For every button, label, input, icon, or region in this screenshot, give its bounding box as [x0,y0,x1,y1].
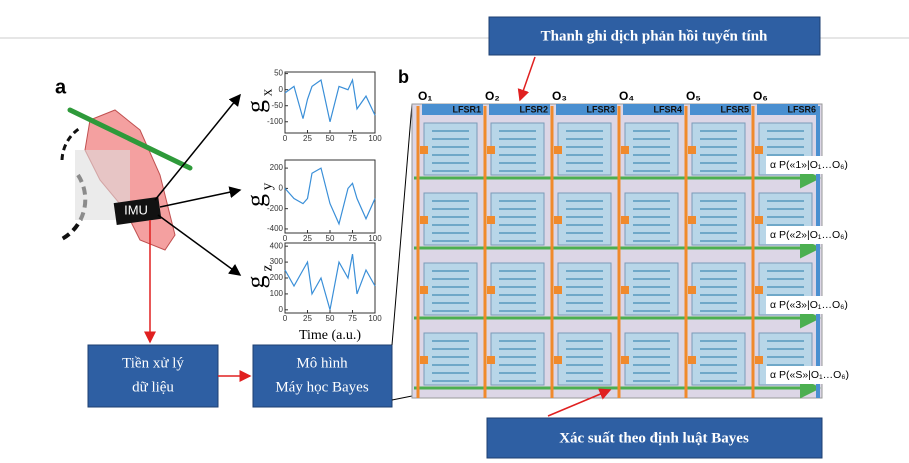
output-label: α P(«S»|O₁…O₆) [770,369,849,381]
plot-frame [285,160,375,233]
lfsr-label: LFSR5 [720,104,749,114]
axis-label-sub: x [259,88,275,96]
y-tick-label: 50 [274,69,283,78]
signal-line [285,254,375,310]
model-box [253,345,392,407]
y-tick-label: 0 [279,305,284,314]
observation-label: O₃ [552,89,567,103]
lfsr-label: LFSR1 [452,104,481,114]
lfsr-label: LFSR2 [519,104,548,114]
cell-marker [688,286,696,294]
axis-label-sub: y [259,182,275,190]
cell-marker [554,286,562,294]
x-tick-label: 25 [303,314,312,323]
cell-marker [755,216,763,224]
cell-marker [420,286,428,294]
callout-text: Xác suất theo định luật Bayes [559,430,749,446]
x-tick-label: 75 [348,134,357,143]
cell-marker [755,356,763,364]
output-label: α P(«1»|O₁…O₆) [770,159,848,171]
cell-marker [621,146,629,154]
output-label: α P(«3»|O₁…O₆) [770,299,848,311]
x-tick-label: 75 [348,234,357,243]
output-label: α P(«2»|O₁…O₆) [770,229,848,241]
cell-marker [420,146,428,154]
arrow [158,215,240,275]
imu-label: IMU [124,202,148,217]
x-tick-label: 50 [326,134,335,143]
x-tick-label: 100 [368,314,382,323]
x-tick-label: 0 [283,134,288,143]
lfsr-label: LFSR6 [787,104,816,114]
cell-marker [420,356,428,364]
axis-label-sub: z [259,264,275,271]
observation-label: O₆ [753,89,768,103]
cell-marker [487,356,495,364]
cell-marker [487,146,495,154]
x-tick-label: 25 [303,234,312,243]
x-tick-label: 25 [303,134,312,143]
cell-marker [554,216,562,224]
observation-label: O₅ [686,89,701,103]
panel-label: b [398,67,409,87]
cell-marker [487,216,495,224]
y-tick-label: 200 [270,273,284,282]
arrow [520,57,535,100]
x-axis-label: Time (a.u.) [299,328,361,343]
cell-marker [621,286,629,294]
figure: a IMU Time (a.u.) 500-50-1000255075100gx… [0,0,909,463]
observation-label: O₂ [485,89,500,103]
zoom-line [392,396,412,400]
y-tick-label: 200 [270,163,284,172]
cell-marker [487,286,495,294]
lfsr-label: LFSR3 [586,104,615,114]
cell-marker [688,146,696,154]
box-text: Tiền xử lý [122,355,184,371]
box-text: Máy học Bayes [275,379,368,395]
cell-marker [688,356,696,364]
arrow [160,190,240,207]
panel-label: a [55,76,67,98]
y-tick-label: 0 [279,183,284,192]
cell-marker [621,216,629,224]
box-text: Mô hình [296,355,348,371]
lfsr-label: LFSR4 [653,104,682,114]
x-tick-label: 0 [283,234,288,243]
y-tick-label: 400 [270,241,284,250]
zoom-line [392,104,412,345]
cell-marker [755,286,763,294]
cell-marker [755,146,763,154]
axis-label-main: g [241,194,270,207]
x-tick-label: 50 [326,234,335,243]
y-tick-label: -50 [271,101,283,110]
observation-label: O₄ [619,89,634,103]
y-tick-label: -100 [267,117,284,126]
x-tick-label: 0 [283,314,288,323]
box-text: dữ liệu [132,379,174,395]
axis-label: gx [241,88,275,113]
signal-line [285,80,375,122]
x-tick-label: 100 [368,234,382,243]
arrow [155,95,240,200]
y-tick-label: -400 [267,224,284,233]
observation-label: O₁ [418,89,432,103]
callout-text: Thanh ghi dịch phản hồi tuyến tính [541,28,768,44]
axis-label-main: g [241,276,270,289]
x-tick-label: 100 [368,134,382,143]
signal-line [285,168,375,224]
x-tick-label: 50 [326,314,335,323]
cell-marker [554,146,562,154]
x-tick-label: 75 [348,314,357,323]
preprocessing-box [88,345,218,407]
cell-marker [420,216,428,224]
y-tick-label: 0 [279,85,284,94]
cell-marker [688,216,696,224]
axis-label-main: g [241,100,270,113]
cell-marker [554,356,562,364]
y-tick-label: 100 [270,289,284,298]
cell-marker [621,356,629,364]
